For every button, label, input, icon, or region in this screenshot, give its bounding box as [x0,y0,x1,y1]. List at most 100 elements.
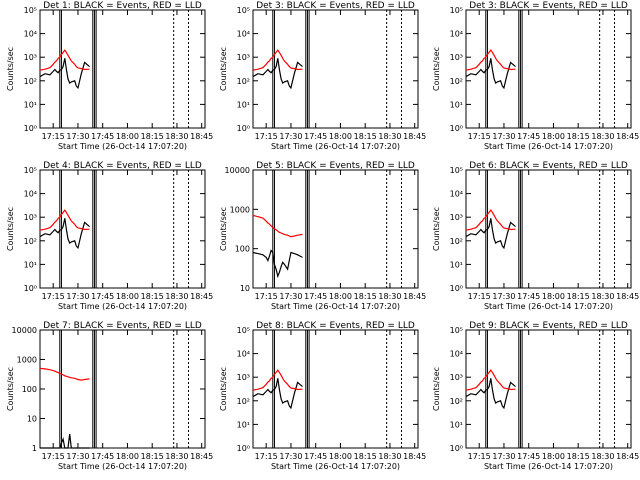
x-tick-label: 18:30 [165,292,188,301]
y-tick-label: 10² [450,77,463,86]
y-tick-label: 10⁴ [237,350,250,359]
events-series-line [40,433,90,449]
x-tick-label: 18:30 [378,292,401,301]
chart-title: Det 7: BLACK = Events, RED = LLD [43,321,202,331]
x-tick-label: 18:45 [403,132,426,141]
plot-frame [465,9,632,129]
chart-panel: Det 9: BLACK = Events, RED = LLD Counts/s… [432,321,639,471]
x-tick-label: 18:15 [567,292,590,301]
chart-panel: Det 3: BLACK = Events, RED = LLD Counts/s… [219,1,426,151]
x-tick-label: 18:00 [542,132,565,141]
y-tick-label: 10² [24,77,37,86]
x-tick-label: 18:30 [378,132,401,141]
y-axis-label: Counts/sec [432,207,441,251]
y-tick-label: 10⁰ [237,444,250,453]
chart-title: Det 8: BLACK = Events, RED = LLD [256,321,415,331]
y-tick-label: 1 [32,444,37,453]
chart-panel: Det 3: BLACK = Events, RED = LLD Counts/s… [432,1,639,151]
y-tick-label: 10³ [450,213,463,222]
chart-title: Det 3: BLACK = Events, RED = LLD [469,1,628,11]
events-series-line [252,58,303,90]
plot-frame [39,329,206,449]
y-tick-label: 10² [450,237,463,246]
chart-panel: Det 7: BLACK = Events, RED = LLD Counts/s… [6,321,213,471]
x-tick-label: 18:30 [165,132,188,141]
x-axis-label: Start Time (26-Oct-14 17:07:20) [271,302,400,311]
y-tick-label: 10 [240,284,250,293]
x-axis-label: Start Time (26-Oct-14 17:07:20) [484,462,613,471]
y-tick-label: 10000 [12,326,37,335]
y-axis-label: Counts/sec [6,47,15,91]
y-tick-label: 10⁵ [450,166,463,175]
y-tick-label: 10⁴ [237,30,250,39]
x-tick-label: 17:15 [468,292,491,301]
y-axis-label: Counts/sec [219,207,228,251]
y-tick-label: 10⁰ [24,284,37,293]
x-tick-label: 18:15 [141,452,164,461]
x-tick-label: 18:30 [591,132,614,141]
x-tick-label: 17:30 [66,132,89,141]
y-tick-label: 10³ [237,53,250,62]
chart-title: Det 5: BLACK = Events, RED = LLD [256,161,415,171]
x-tick-label: 18:00 [329,292,352,301]
y-tick-label: 10⁰ [450,284,463,293]
y-tick-label: 10¹ [24,260,37,269]
plot-frame [252,329,419,449]
y-tick-label: 10² [237,397,250,406]
y-tick-label: 10 [27,415,37,424]
plot-frame [39,169,206,289]
x-axis-label: Start Time (26-Oct-14 17:07:20) [271,142,400,151]
y-tick-label: 10⁴ [24,30,37,39]
lld-series-line [39,367,90,381]
plot-frame [39,9,206,129]
x-tick-label: 18:00 [116,132,139,141]
x-tick-label: 18:15 [141,132,164,141]
y-tick-label: 10⁵ [237,326,250,335]
y-tick-label: 10⁰ [24,124,37,133]
y-tick-label: 10⁰ [450,444,463,453]
plot-frame [252,9,419,129]
y-tick-label: 10000 [225,166,250,175]
chart-title: Det 6: BLACK = Events, RED = LLD [469,161,628,171]
y-tick-label: 10² [450,397,463,406]
events-series-line [465,218,516,250]
y-axis-label: Counts/sec [219,47,228,91]
lld-series-line [465,49,516,71]
plot-frame [252,169,419,289]
x-tick-label: 17:45 [304,292,327,301]
x-tick-label: 18:45 [403,452,426,461]
x-tick-label: 18:30 [378,452,401,461]
x-tick-label: 17:15 [42,132,65,141]
lld-series-line [252,214,303,238]
y-tick-label: 10¹ [450,260,463,269]
y-tick-label: 10³ [24,53,37,62]
x-tick-label: 18:30 [591,292,614,301]
y-tick-label: 100 [22,385,37,394]
x-tick-label: 18:45 [616,132,639,141]
y-tick-label: 10¹ [24,100,37,109]
x-tick-label: 18:00 [542,452,565,461]
x-tick-label: 17:30 [492,292,515,301]
plot-frame [465,329,632,449]
y-tick-label: 10⁰ [237,124,250,133]
lld-series-line [39,209,90,231]
events-series-line [465,58,516,90]
chart-panel: Det 4: BLACK = Events, RED = LLD Counts/s… [6,161,213,311]
events-series-line [39,58,90,90]
x-tick-label: 18:45 [190,292,213,301]
x-tick-label: 18:30 [591,452,614,461]
x-tick-label: 17:30 [279,452,302,461]
lld-series-line [465,369,516,391]
x-tick-label: 17:30 [279,132,302,141]
x-tick-label: 18:30 [165,452,188,461]
plot-frame [465,169,632,289]
x-tick-label: 18:00 [329,452,352,461]
chart-panel: Det 6: BLACK = Events, RED = LLD Counts/s… [432,161,639,311]
x-tick-label: 18:45 [190,132,213,141]
x-tick-label: 17:15 [255,292,278,301]
x-tick-label: 17:30 [279,292,302,301]
y-tick-label: 10⁵ [450,6,463,15]
x-tick-label: 18:45 [616,452,639,461]
events-series-line [252,378,303,410]
